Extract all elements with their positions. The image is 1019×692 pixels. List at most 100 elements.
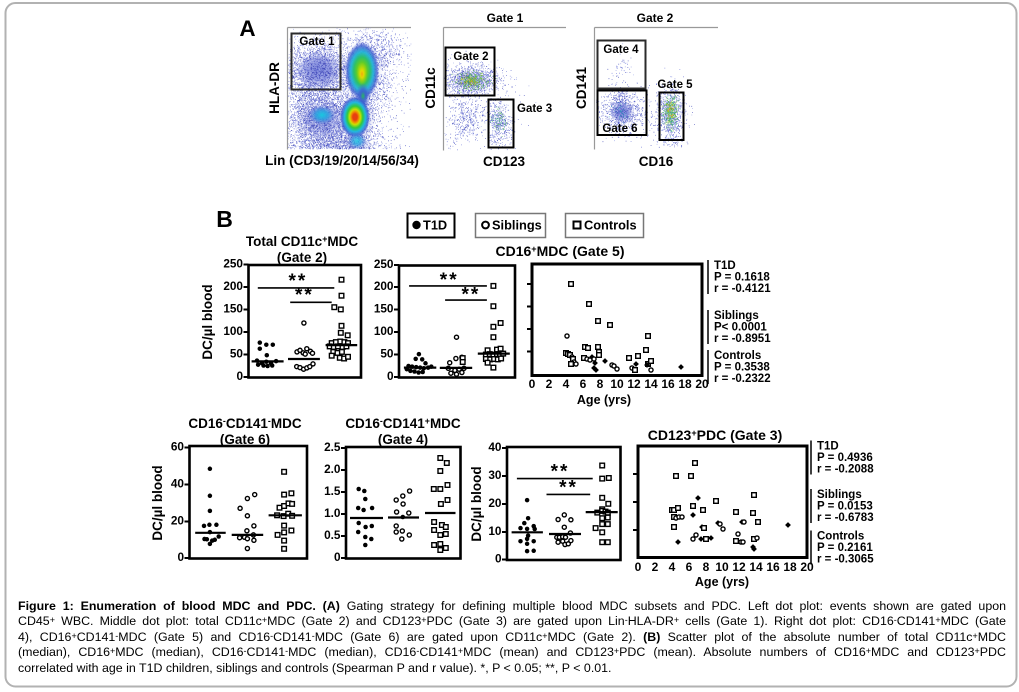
svg-text:Lin (CD3/19/20/14/56/34): Lin (CD3/19/20/14/56/34): [265, 153, 419, 168]
svg-text:30: 30: [488, 468, 502, 482]
svg-text:**: **: [559, 478, 578, 499]
svg-text:40: 40: [488, 440, 502, 454]
svg-text:12: 12: [732, 560, 746, 574]
svg-text:**: **: [295, 285, 314, 306]
svg-text:Gate 3: Gate 3: [517, 103, 552, 115]
svg-text:DC/µl blood: DC/µl blood: [150, 465, 165, 540]
svg-text:Gate 1: Gate 1: [299, 36, 335, 48]
svg-text:0: 0: [635, 560, 642, 574]
svg-text:**: **: [551, 462, 570, 483]
svg-text:Gate 5: Gate 5: [657, 79, 693, 91]
svg-text:DC/µl blood: DC/µl blood: [469, 466, 484, 541]
svg-text:0: 0: [529, 377, 536, 391]
svg-text:200: 200: [374, 279, 394, 293]
svg-text:16: 16: [766, 560, 780, 574]
svg-text:10: 10: [715, 560, 729, 574]
svg-text:Siblings: Siblings: [492, 218, 542, 233]
svg-text:CD141: CD141: [574, 67, 589, 110]
svg-text:150: 150: [374, 302, 394, 316]
svg-text:r = -0.6783: r = -0.6783: [817, 512, 874, 524]
svg-text:Gate 4: Gate 4: [603, 44, 639, 56]
svg-text:8: 8: [597, 377, 604, 391]
svg-text:P = 0.1618: P = 0.1618: [714, 272, 770, 284]
svg-text:12: 12: [627, 377, 641, 391]
svg-text:**: **: [462, 284, 481, 305]
svg-text:Siblings: Siblings: [714, 310, 759, 322]
svg-text:Gate 1: Gate 1: [487, 11, 524, 25]
svg-text:Gate 2: Gate 2: [637, 11, 674, 25]
svg-text:1.5: 1.5: [324, 484, 341, 498]
svg-text:r = -0.3065: r = -0.3065: [817, 554, 874, 566]
svg-text:20: 20: [695, 377, 709, 391]
svg-text:Total CD11c+​MDC: Total CD11c+​MDC: [246, 234, 358, 249]
svg-text:Gate 6: Gate 6: [602, 123, 637, 135]
svg-text:r = -0.8951: r = -0.8951: [714, 333, 771, 345]
svg-text:50: 50: [380, 347, 394, 361]
svg-text:0: 0: [334, 550, 341, 564]
svg-text:6: 6: [686, 560, 693, 574]
svg-text:T1D: T1D: [817, 441, 839, 453]
svg-text:HLA-DR: HLA-DR: [267, 62, 282, 114]
svg-text:(Gate 2): (Gate 2): [277, 250, 327, 265]
svg-text:10: 10: [610, 377, 624, 391]
svg-text:4: 4: [669, 560, 676, 574]
svg-text:P = 0.4936: P = 0.4936: [817, 452, 873, 464]
svg-text:B: B: [216, 206, 233, 232]
svg-text:20: 20: [800, 560, 814, 574]
svg-text:Controls: Controls: [714, 350, 761, 362]
svg-text:2.0: 2.0: [324, 462, 341, 476]
svg-text:A: A: [239, 16, 255, 41]
svg-text:0: 0: [387, 369, 394, 383]
svg-text:2.5: 2.5: [324, 440, 341, 454]
svg-text:**: **: [440, 270, 459, 291]
svg-text:DC/µl blood: DC/µl blood: [200, 284, 215, 359]
svg-text:14: 14: [644, 377, 658, 391]
svg-text:50: 50: [230, 347, 244, 361]
svg-text:18: 18: [783, 560, 797, 574]
svg-text:Gate 2: Gate 2: [453, 51, 488, 63]
svg-text:1.0: 1.0: [324, 506, 341, 520]
svg-text:100: 100: [223, 324, 243, 338]
svg-text:0.5: 0.5: [324, 528, 341, 542]
svg-text:T1D: T1D: [423, 218, 447, 233]
svg-text:2: 2: [652, 560, 659, 574]
svg-text:14: 14: [749, 560, 763, 574]
svg-text:20: 20: [171, 514, 185, 528]
svg-text:P = 0.0153: P = 0.0153: [817, 501, 873, 513]
svg-text:100: 100: [374, 324, 394, 338]
svg-text:0: 0: [177, 550, 184, 564]
svg-text:CD16+​MDC (Gate 5): CD16+​MDC (Gate 5): [495, 243, 624, 259]
svg-text:8: 8: [703, 560, 710, 574]
svg-text:P< 0.0001: P< 0.0001: [714, 322, 767, 334]
svg-text:P = 0.3538: P = 0.3538: [714, 362, 770, 374]
svg-text:P = 0.2161: P = 0.2161: [817, 542, 873, 554]
svg-text:20: 20: [488, 496, 502, 510]
svg-text:**: **: [289, 271, 308, 292]
svg-text:r = -0.4121: r = -0.4121: [714, 283, 771, 295]
svg-text:200: 200: [223, 279, 243, 293]
svg-text:6: 6: [580, 377, 587, 391]
svg-text:(Gate 6): (Gate 6): [220, 432, 270, 447]
svg-text:150: 150: [223, 302, 243, 316]
svg-text:CD123+​PDC (Gate 3): CD123+​PDC (Gate 3): [648, 427, 782, 443]
svg-text:4: 4: [563, 377, 570, 391]
svg-text:CD123: CD123: [483, 154, 526, 169]
svg-text:(Gate 4): (Gate 4): [378, 432, 428, 447]
svg-text:250: 250: [374, 257, 394, 271]
svg-text:Age (yrs): Age (yrs): [695, 575, 749, 589]
svg-text:18: 18: [678, 377, 692, 391]
svg-text:CD16: CD16: [639, 154, 674, 169]
svg-text:16: 16: [661, 377, 675, 391]
svg-text:40: 40: [171, 477, 185, 491]
svg-text:Controls: Controls: [584, 218, 637, 233]
svg-text:0: 0: [236, 369, 243, 383]
svg-text:Controls: Controls: [817, 531, 864, 543]
svg-text:CD16-​CD141-​MDC: CD16-​CD141-​MDC: [188, 416, 301, 431]
svg-text:Age (yrs): Age (yrs): [577, 393, 631, 407]
svg-text:2: 2: [546, 377, 553, 391]
svg-text:T1D: T1D: [714, 260, 736, 272]
svg-text:r = -0.2322: r = -0.2322: [714, 373, 771, 385]
svg-text:0: 0: [495, 552, 502, 566]
svg-text:10: 10: [488, 524, 502, 538]
svg-text:CD16-​CD141+​MDC: CD16-​CD141+​MDC: [345, 416, 461, 431]
